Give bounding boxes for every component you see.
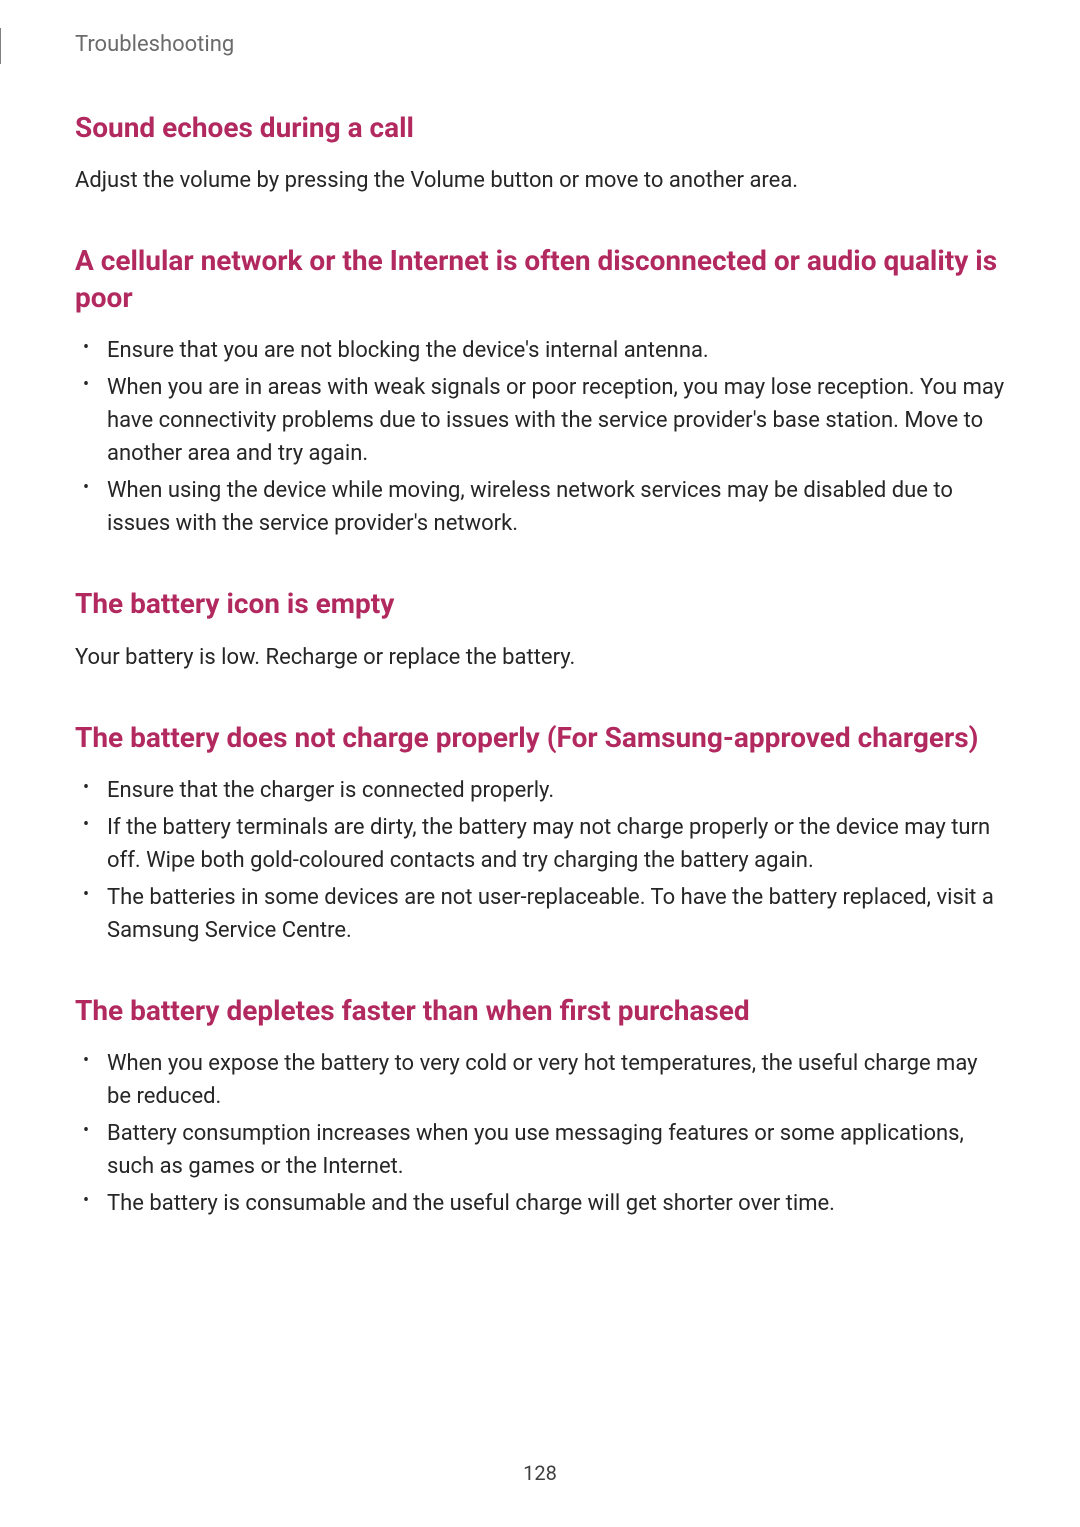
- section-sound-echoes: Sound echoes during a call Adjust the vo…: [75, 110, 1005, 197]
- section-heading: The battery depletes faster than when fi…: [75, 993, 1005, 1029]
- list-item: When you are in areas with weak signals …: [107, 371, 1005, 470]
- list-item: If the battery terminals are dirty, the …: [107, 811, 1005, 877]
- header-rule: [0, 28, 75, 64]
- section-paragraph: Your battery is low. Recharge or replace…: [75, 641, 1005, 674]
- list-item: Ensure that you are not blocking the dev…: [107, 334, 1005, 367]
- list-item: Battery consumption increases when you u…: [107, 1117, 1005, 1183]
- header-section-label: Troubleshooting: [75, 32, 234, 57]
- section-heading: Sound echoes during a call: [75, 110, 1005, 146]
- list-item: The battery is consumable and the useful…: [107, 1187, 1005, 1220]
- section-battery-depletes: The battery depletes faster than when fi…: [75, 993, 1005, 1220]
- section-heading: The battery does not charge properly (Fo…: [75, 720, 1005, 756]
- bullet-list: Ensure that the charger is connected pro…: [75, 774, 1005, 947]
- section-battery-empty: The battery icon is empty Your battery i…: [75, 586, 1005, 673]
- list-item: When you expose the battery to very cold…: [107, 1047, 1005, 1113]
- list-item: Ensure that the charger is connected pro…: [107, 774, 1005, 807]
- list-item: When using the device while moving, wire…: [107, 474, 1005, 540]
- section-paragraph: Adjust the volume by pressing the Volume…: [75, 164, 1005, 197]
- section-heading: A cellular network or the Internet is of…: [75, 243, 1005, 316]
- bullet-list: Ensure that you are not blocking the dev…: [75, 334, 1005, 540]
- list-item: The batteries in some devices are not us…: [107, 881, 1005, 947]
- page-number: 128: [0, 1461, 1080, 1485]
- section-heading: The battery icon is empty: [75, 586, 1005, 622]
- page-content: Sound echoes during a call Adjust the vo…: [75, 110, 1005, 1266]
- section-cellular-network: A cellular network or the Internet is of…: [75, 243, 1005, 540]
- bullet-list: When you expose the battery to very cold…: [75, 1047, 1005, 1220]
- section-battery-not-charging: The battery does not charge properly (Fo…: [75, 720, 1005, 947]
